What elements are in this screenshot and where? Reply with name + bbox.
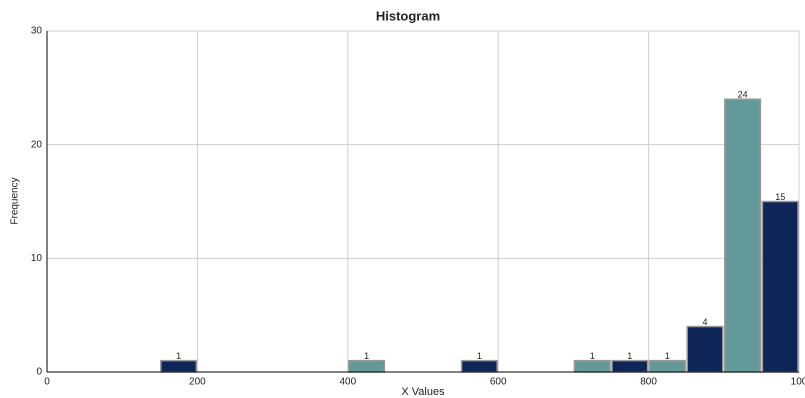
- x-tick-label: 0: [44, 377, 50, 388]
- bar: [460, 359, 498, 373]
- chart-title: Histogram: [376, 8, 440, 23]
- y-tick-label: 20: [31, 139, 43, 150]
- y-tick-label: 30: [31, 26, 43, 37]
- bar: [761, 200, 799, 373]
- bar: [611, 359, 649, 373]
- bar: [686, 325, 724, 373]
- bar: [573, 359, 611, 373]
- data-label: 1: [590, 351, 595, 361]
- data-label: 1: [477, 351, 482, 361]
- y-tick-label: 0: [36, 367, 42, 378]
- data-label: 1: [364, 351, 369, 361]
- data-label: 4: [702, 317, 707, 327]
- x-tick-label: 200: [189, 377, 206, 388]
- bar: [160, 359, 198, 373]
- x-tick-label: 600: [490, 377, 507, 388]
- bar: [348, 359, 386, 373]
- x-axis-label: X Values: [401, 386, 445, 398]
- bar: [724, 98, 762, 373]
- x-tick-label: 400: [339, 377, 356, 388]
- data-label: 15: [775, 192, 785, 202]
- bar: [648, 359, 686, 373]
- y-tick-label: 10: [31, 253, 43, 264]
- x-tick-label: 800: [640, 377, 657, 388]
- data-label: 24: [738, 90, 748, 100]
- data-label: 1: [176, 351, 181, 361]
- data-label: 1: [665, 351, 670, 361]
- y-axis-label: Frequency: [10, 177, 21, 224]
- data-label: 1: [627, 351, 632, 361]
- x-tick-label: 100: [791, 377, 805, 388]
